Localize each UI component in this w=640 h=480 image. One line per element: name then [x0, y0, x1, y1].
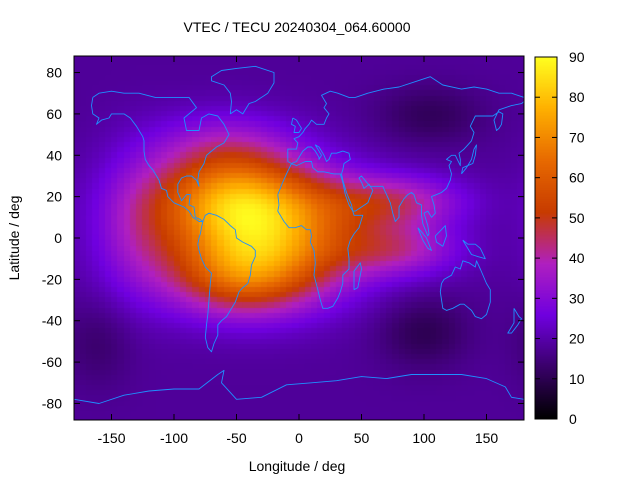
colorbar-tick-label: 80: [569, 89, 585, 105]
x-tick-label: 0: [295, 430, 303, 446]
colorbar-tick-label: 0: [569, 411, 577, 427]
y-tick-label: 60: [46, 106, 62, 122]
colorbar: 0 10 20 30 40 50 60 70 80 90: [534, 49, 585, 427]
coastline-14: [462, 239, 486, 260]
colorbar-tick-label: 70: [569, 129, 585, 145]
coastline-9: [461, 144, 477, 175]
chart-title: VTEC / TECU 20240304_064.60000: [183, 19, 410, 35]
coastline-11: [434, 225, 447, 247]
x-tick-label: 150: [475, 430, 499, 446]
y-axis-ticks: 80 60 40 20 0 -20 -40 -60 -80: [42, 65, 524, 411]
coastline-3: [287, 76, 524, 162]
coastline-12: [353, 262, 362, 291]
coastline-6: [439, 260, 491, 320]
coastline-7: [211, 65, 275, 115]
coastline-5: [341, 101, 524, 237]
y-tick-label: -20: [42, 271, 62, 287]
colorbar-tick-label: 10: [569, 371, 585, 387]
colorbar-ticks: 0 10 20 30 40 50 60 70 80 90: [535, 49, 585, 427]
colorbar-tick-label: 20: [569, 331, 585, 347]
x-tick-label: 100: [412, 430, 436, 446]
coastline-2: [277, 161, 364, 309]
x-tick-label: -150: [97, 430, 125, 446]
x-axis-ticks: -150 -100 -50 0 50 100 150: [97, 56, 498, 446]
x-tick-label: -50: [226, 430, 246, 446]
y-axis-label: Latitude / deg: [6, 196, 22, 281]
y-tick-label: -80: [42, 395, 62, 411]
coastline-4: [287, 144, 351, 175]
y-tick-label: -60: [42, 354, 62, 370]
coastline-13: [507, 308, 522, 334]
coastline-10: [417, 227, 432, 251]
colorbar-gradient: [535, 57, 557, 419]
colorbar-tick-label: 60: [569, 170, 585, 186]
coastline-1: [197, 212, 256, 353]
coastline-8: [291, 117, 302, 133]
y-tick-label: 20: [46, 189, 62, 205]
coastline-layer: [74, 65, 524, 404]
heatmap-layer: [74, 56, 524, 420]
y-tick-label: -40: [42, 313, 62, 329]
colorbar-tick-label: 30: [569, 290, 585, 306]
y-tick-label: 0: [54, 230, 62, 246]
y-tick-label: 40: [46, 147, 62, 163]
colorbar-tick-label: 50: [569, 210, 585, 226]
colorbar-frame: [534, 56, 558, 420]
colorbar-tick-label: 90: [569, 49, 585, 65]
x-tick-label: 50: [354, 430, 370, 446]
coastline-0: [91, 90, 230, 222]
x-axis-label: Longitude / deg: [249, 458, 346, 474]
coastline-15: [74, 369, 524, 404]
vtec-heatmap-grid: [74, 56, 524, 420]
y-tick-label: 80: [46, 65, 62, 81]
x-tick-label: -100: [160, 430, 188, 446]
colorbar-tick-label: 40: [569, 250, 585, 266]
